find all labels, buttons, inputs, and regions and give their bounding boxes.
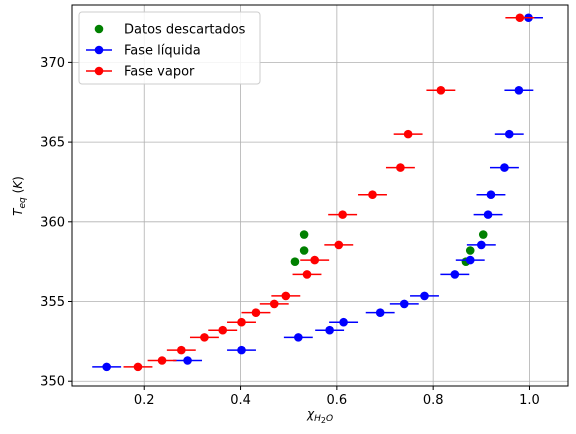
data-point (465, 255, 475, 265)
data-point (302, 270, 312, 279)
data-point (504, 129, 514, 139)
data-point (269, 299, 279, 309)
data-point (420, 291, 429, 301)
y-tick-label: 370 (40, 56, 65, 71)
data-point (325, 325, 334, 335)
data-point (396, 163, 405, 172)
data-point (338, 210, 347, 219)
data-point (290, 257, 300, 266)
data-point (299, 246, 309, 255)
x-axis-label: χH2O (306, 407, 333, 425)
y-tick-label: 355 (40, 295, 65, 310)
data-point (514, 85, 524, 95)
data-point (183, 356, 192, 365)
y-tick-label: 360 (40, 215, 65, 230)
data-point (237, 317, 246, 327)
data-point (299, 230, 309, 239)
data-point (399, 299, 409, 309)
y-axis-label: Teq (K) (11, 176, 28, 216)
legend-box (78, 11, 261, 85)
data-point (339, 317, 348, 327)
y-tick-label: 365 (40, 136, 65, 151)
data-point (177, 345, 186, 355)
grid (72, 5, 568, 386)
data-point (368, 190, 377, 200)
plot-frame (71, 4, 569, 387)
data-point (133, 362, 143, 372)
data-point (218, 325, 228, 335)
data-point (478, 230, 488, 239)
data-point (436, 85, 446, 95)
data-points (92, 13, 543, 372)
legend: Datos descartados Fase líquida Fase vapor (78, 11, 261, 85)
legend-entry: Fase vapor (124, 65, 195, 80)
data-point (500, 163, 509, 172)
data-point (334, 240, 344, 250)
legend-entry: Datos descartados (124, 23, 246, 38)
x-tick-label: 1.0 (519, 393, 540, 408)
data-point (294, 333, 303, 342)
data-point (375, 308, 385, 317)
legend-marker (94, 66, 104, 76)
y-tick-label: 350 (40, 375, 65, 390)
x-tick-label: 0.6 (327, 393, 348, 408)
data-point (486, 190, 496, 200)
data-point (465, 246, 475, 255)
legend-marker (94, 24, 104, 34)
data-point (200, 333, 209, 342)
data-point (483, 210, 493, 219)
legend-entry: Fase líquida (124, 44, 201, 59)
x-tick-label: 0.2 (134, 393, 155, 408)
data-point (310, 255, 320, 265)
data-point (251, 308, 261, 317)
data-point (477, 240, 486, 250)
data-point (102, 362, 111, 372)
data-point (450, 270, 460, 279)
data-point (403, 129, 413, 139)
x-tick-label: 0.8 (423, 393, 444, 408)
data-point (237, 345, 246, 355)
axis-ticks: 0.2 0.4 0.6 0.8 1.0 350 355 360 365 370 (40, 56, 540, 408)
x-tick-label: 0.4 (230, 393, 251, 408)
data-point (157, 356, 167, 365)
data-point (281, 291, 291, 301)
legend-marker (94, 45, 104, 55)
data-point (515, 13, 525, 23)
